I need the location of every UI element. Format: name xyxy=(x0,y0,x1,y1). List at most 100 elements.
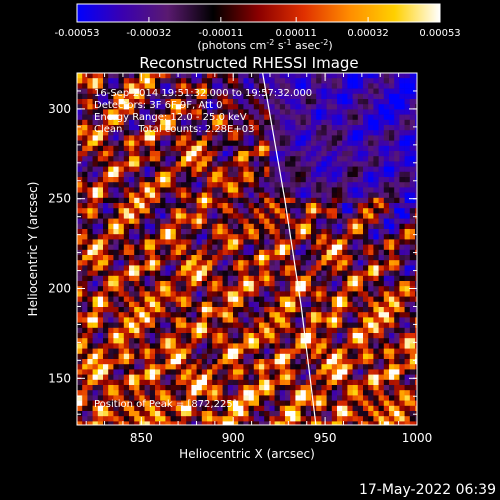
heatmap-cell xyxy=(321,218,327,225)
heatmap-cell xyxy=(227,171,234,178)
heatmap-cell xyxy=(113,353,119,360)
heatmap-cell xyxy=(383,421,390,425)
heatmap-cell xyxy=(326,322,333,329)
heatmap-cell xyxy=(165,281,171,287)
heatmap-cell xyxy=(326,390,333,396)
heatmap-cell xyxy=(227,348,234,355)
heatmap-cell xyxy=(165,229,171,235)
heatmap-cell xyxy=(113,182,119,188)
heatmap-cell xyxy=(113,374,119,381)
heatmap-cell xyxy=(82,390,88,396)
heatmap-cell xyxy=(77,312,83,318)
heatmap-cell xyxy=(118,322,125,329)
heatmap-cell xyxy=(129,348,135,355)
heatmap-cell xyxy=(149,73,156,79)
heatmap-cell xyxy=(217,317,223,323)
heatmap-cell xyxy=(305,119,312,126)
heatmap-cell xyxy=(129,109,135,115)
heatmap-cell xyxy=(269,385,275,391)
heatmap-cell xyxy=(82,265,88,271)
heatmap-cell xyxy=(201,229,208,235)
heatmap-cell xyxy=(311,239,317,245)
heatmap-cell xyxy=(233,379,239,386)
heatmap-cell xyxy=(331,317,338,323)
heatmap-cell xyxy=(118,125,125,131)
heatmap-cell xyxy=(201,338,208,344)
heatmap-cell xyxy=(97,218,104,225)
heatmap-cell xyxy=(342,244,348,251)
heatmap-cell xyxy=(264,260,270,266)
heatmap-cell xyxy=(139,421,145,425)
heatmap-cell xyxy=(253,395,260,401)
heatmap-cell xyxy=(305,281,312,287)
heatmap-cell xyxy=(383,223,390,230)
heatmap-cell xyxy=(108,130,114,136)
heatmap-cell xyxy=(363,338,369,344)
heatmap-cell xyxy=(108,125,114,131)
heatmap-cell xyxy=(383,281,390,287)
heatmap-cell xyxy=(186,223,192,230)
heatmap-cell xyxy=(87,369,93,375)
heatmap-cell xyxy=(274,166,281,173)
heatmap-cell xyxy=(175,338,182,344)
heatmap-cell xyxy=(389,400,395,407)
heatmap-cell xyxy=(394,135,400,141)
heatmap-cell xyxy=(238,187,244,193)
heatmap-cell xyxy=(331,78,338,84)
heatmap-cell xyxy=(259,208,265,214)
heatmap-cell xyxy=(243,275,249,282)
heatmap-cell xyxy=(87,135,93,141)
heatmap-cell xyxy=(316,249,322,256)
heatmap-cell xyxy=(285,234,291,240)
heatmap-cell xyxy=(108,109,114,115)
heatmap-cell xyxy=(212,379,218,386)
heatmap-cell xyxy=(311,333,317,339)
heatmap-cell xyxy=(123,343,130,349)
heatmap-cell xyxy=(295,78,301,84)
heatmap-cell xyxy=(238,307,244,313)
heatmap-cell xyxy=(316,213,322,219)
colorbar-tick-label: 0.00011 xyxy=(275,28,316,39)
heatmap-cell xyxy=(77,265,83,271)
heatmap-cell xyxy=(300,244,307,251)
heatmap-cell xyxy=(378,223,385,230)
heatmap-cell xyxy=(139,327,145,334)
heatmap-cell xyxy=(201,379,208,386)
heatmap-cell xyxy=(285,208,291,214)
heatmap-cell xyxy=(181,192,187,199)
heatmap-cell xyxy=(253,411,260,417)
heatmap-cell xyxy=(77,197,83,204)
heatmap-cell xyxy=(97,223,104,230)
heatmap-cell xyxy=(295,359,301,365)
heatmap-cell xyxy=(253,333,260,339)
heatmap-cell xyxy=(363,218,369,225)
heatmap-cell xyxy=(311,270,317,277)
heatmap-cell xyxy=(160,416,166,422)
heatmap-cell xyxy=(409,187,416,193)
heatmap-cell xyxy=(207,281,213,287)
heatmap-cell xyxy=(160,223,166,230)
heatmap-cell xyxy=(77,192,83,199)
heatmap-cell xyxy=(134,353,140,360)
heatmap-cell xyxy=(227,369,234,375)
heatmap-cell xyxy=(274,93,281,100)
heatmap-cell xyxy=(113,78,119,84)
heatmap-cell xyxy=(290,234,296,240)
heatmap-cell xyxy=(274,104,281,110)
heatmap-cell xyxy=(212,307,218,313)
heatmap-cell xyxy=(253,114,260,121)
heatmap-cell xyxy=(191,270,197,277)
heatmap-cell xyxy=(300,395,307,401)
heatmap-cell xyxy=(248,114,255,121)
heatmap-cell xyxy=(404,255,411,261)
heatmap-cell xyxy=(248,151,255,157)
heatmap-cell xyxy=(357,286,364,292)
heatmap-cell xyxy=(378,374,385,381)
heatmap-cell xyxy=(316,348,322,355)
heatmap-cell xyxy=(82,161,88,167)
heatmap-cell xyxy=(87,109,93,115)
heatmap-cell xyxy=(207,88,213,95)
heatmap-cell xyxy=(352,379,359,386)
heatmap-cell xyxy=(103,405,109,412)
heatmap-cell xyxy=(285,296,291,303)
